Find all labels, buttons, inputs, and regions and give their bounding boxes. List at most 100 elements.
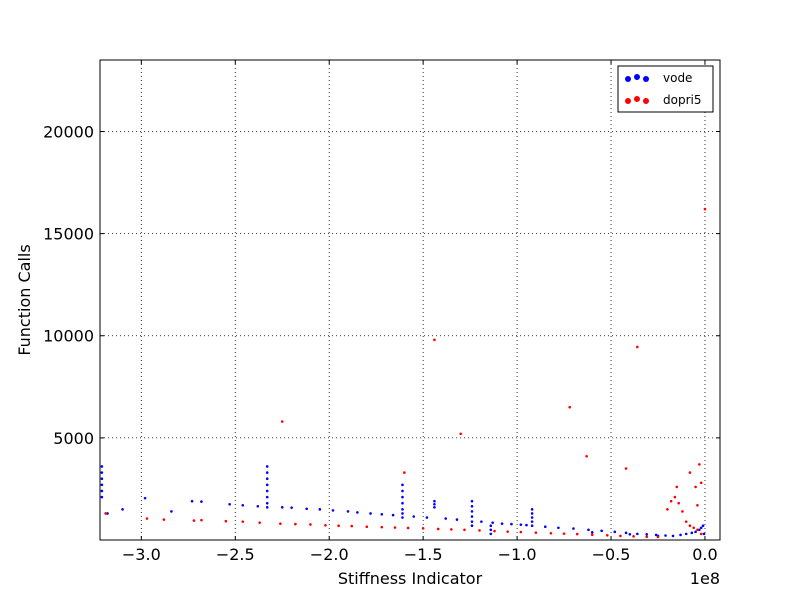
grid xyxy=(100,60,720,540)
data-point-vode xyxy=(530,508,534,511)
x-tick-label: −0.5 xyxy=(592,545,631,564)
data-point-vode xyxy=(401,501,404,505)
data-point-vode xyxy=(470,524,474,528)
data-point-vode xyxy=(143,496,147,500)
data-point-vode xyxy=(500,522,504,525)
data-point-vode xyxy=(701,524,705,528)
x-tick-label: −1.5 xyxy=(404,545,443,564)
data-point-vode xyxy=(530,512,534,515)
data-point-dopri5 xyxy=(605,534,609,537)
x-tick-label: −2.0 xyxy=(310,545,349,564)
data-point-vode xyxy=(530,520,534,523)
axis-ticks: −3.0 −2.5 −2.0 −1.5 −1.0 −0.5 0.0 5000 10000 1500… xyxy=(43,60,720,564)
data-point-vode xyxy=(690,531,694,535)
data-point-vode xyxy=(100,495,104,499)
data-point-dopri5 xyxy=(309,523,312,526)
data-point-vode xyxy=(671,534,675,538)
data-point-vode xyxy=(600,529,603,533)
data-point-vode xyxy=(401,489,404,493)
data-point-vode xyxy=(228,502,231,506)
data-point-dopri5 xyxy=(675,485,679,489)
data-point-vode xyxy=(470,510,474,513)
data-point-vode xyxy=(684,532,688,536)
data-point-vode xyxy=(401,516,404,519)
data-point-vode xyxy=(265,477,269,481)
data-point-dopri5 xyxy=(632,535,635,538)
legend-marker-vode xyxy=(634,74,640,80)
data-point-dopri5 xyxy=(337,524,340,528)
data-point-vode xyxy=(489,528,493,532)
data-point-vode xyxy=(100,489,104,493)
data-point-dopri5 xyxy=(698,463,701,466)
data-point-vode xyxy=(433,506,436,509)
data-point-vode xyxy=(401,508,404,511)
data-point-vode xyxy=(401,483,404,487)
data-point-vode xyxy=(265,489,269,493)
data-point-vode xyxy=(190,499,194,503)
data-point-dopri5 xyxy=(688,471,692,474)
data-point-vode xyxy=(470,499,474,503)
data-point-vode xyxy=(455,518,459,521)
data-point-vode xyxy=(519,523,523,526)
legend-frame xyxy=(617,65,714,113)
data-point-vode xyxy=(679,533,682,537)
data-point-dopri5 xyxy=(692,526,695,530)
data-point-dopri5 xyxy=(104,512,107,515)
legend-marker-dopri5 xyxy=(625,98,631,104)
data-point-dopri5 xyxy=(624,467,628,470)
data-point-dopri5 xyxy=(694,485,697,489)
data-point-vode xyxy=(290,506,293,510)
data-point-dopri5 xyxy=(433,338,436,342)
data-point-dopri5 xyxy=(280,420,284,423)
data-point-dopri5 xyxy=(279,522,282,525)
data-points xyxy=(100,207,707,539)
data-point-dopri5 xyxy=(696,528,699,532)
data-point-dopri5 xyxy=(590,533,594,536)
x-tick-label: −3.0 xyxy=(122,545,161,564)
data-point-vode xyxy=(530,516,534,519)
y-tick-label: 5000 xyxy=(53,429,94,448)
plot-area xyxy=(100,60,720,540)
data-point-dopri5 xyxy=(463,528,466,532)
data-point-dopri5 xyxy=(673,495,677,499)
y-tick-label: 15000 xyxy=(43,225,94,244)
data-point-vode xyxy=(628,532,632,536)
data-point-vode xyxy=(391,513,395,517)
data-point-dopri5 xyxy=(534,531,538,534)
y-axis-title: Function Calls xyxy=(15,244,34,355)
data-point-vode xyxy=(510,522,513,526)
data-point-dopri5 xyxy=(145,517,149,520)
data-point-vode xyxy=(121,508,124,511)
data-point-dopri5 xyxy=(365,525,369,529)
data-point-dopri5 xyxy=(549,531,553,535)
data-point-dopri5 xyxy=(162,518,166,521)
data-point-vode xyxy=(170,510,173,513)
data-point-dopri5 xyxy=(506,530,509,533)
x-offset-label: 1e8 xyxy=(690,569,720,588)
data-point-dopri5 xyxy=(562,532,566,535)
legend-markers xyxy=(625,74,649,104)
data-point-dopri5 xyxy=(619,534,622,538)
data-point-dopri5 xyxy=(403,471,406,474)
data-point-vode xyxy=(444,517,447,520)
data-point-vode xyxy=(401,495,404,499)
data-point-vode xyxy=(699,526,703,530)
data-point-dopri5 xyxy=(703,207,707,211)
data-point-vode xyxy=(489,524,493,528)
y-tick-label: 20000 xyxy=(43,122,94,141)
data-point-dopri5 xyxy=(699,532,703,536)
data-point-dopri5 xyxy=(450,528,453,531)
data-point-dopri5 xyxy=(575,532,579,536)
data-point-dopri5 xyxy=(200,518,203,522)
data-point-vode xyxy=(433,499,436,503)
data-point-vode xyxy=(694,530,697,534)
data-point-vode xyxy=(525,523,528,527)
data-point-vode xyxy=(256,504,260,508)
data-point-dopri5 xyxy=(241,520,245,523)
data-point-vode xyxy=(346,510,350,513)
data-point-dopri5 xyxy=(393,526,397,529)
data-point-dopri5 xyxy=(192,519,196,522)
data-point-dopri5 xyxy=(406,526,410,530)
data-point-vode xyxy=(265,465,269,468)
data-point-dopri5 xyxy=(585,454,588,458)
